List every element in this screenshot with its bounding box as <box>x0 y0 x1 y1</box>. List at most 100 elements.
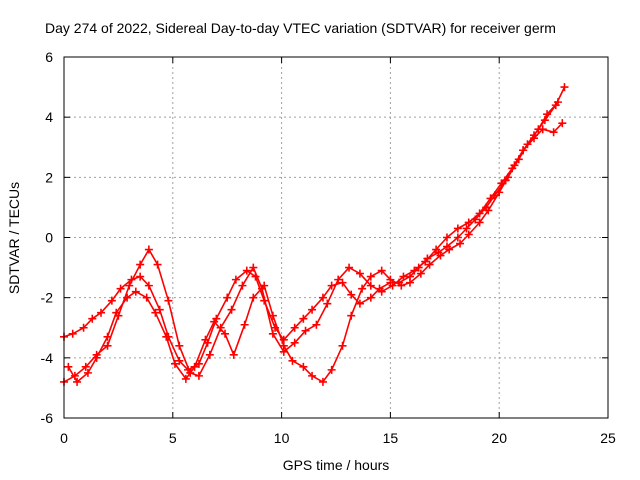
data-point-track-3-37 <box>425 260 434 269</box>
data-point-track-1-17 <box>238 281 247 290</box>
data-point-track-2-6 <box>116 284 125 293</box>
data-point-track-3-31 <box>366 272 375 281</box>
data-point-track-3-18 <box>240 320 249 329</box>
axis-ticks: 0 5 10 15 20 25 -6 -4 -2 0 2 4 6 <box>41 49 616 446</box>
data-point-track-2-26 <box>308 305 317 314</box>
chart-title: Day 274 of 2022, Sidereal Day-to-day VTE… <box>45 20 556 36</box>
data-point-track-3-9 <box>151 308 160 317</box>
y-tick-label-0: -6 <box>41 410 54 426</box>
data-point-track-2-37 <box>414 263 423 272</box>
data-point-track-2-20 <box>251 272 260 281</box>
data-point-track-2-8 <box>136 272 145 281</box>
data-point-track-3-26 <box>318 377 327 386</box>
data-point-track-2-52 <box>558 119 567 128</box>
data-point-track-3-30 <box>358 284 367 293</box>
data-point-track-2-2 <box>79 323 88 332</box>
data-point-track-2-12 <box>175 356 184 365</box>
series-line-track-1 <box>63 86 566 383</box>
x-tick-label-2: 10 <box>274 430 290 446</box>
data-point-track-3-1 <box>73 377 82 386</box>
data-point-track-1-8 <box>144 245 153 254</box>
data-point-track-3-2 <box>83 368 92 377</box>
data-point-track-3-46 <box>514 155 523 164</box>
data-point-track-1-18 <box>249 263 258 272</box>
data-point-track-3-45 <box>503 173 512 182</box>
series-track-3 <box>64 98 562 386</box>
data-point-track-1-28 <box>355 269 364 278</box>
data-point-track-3-34 <box>397 281 406 290</box>
y-tick-label-1: -4 <box>41 350 54 366</box>
data-point-track-3-33 <box>386 275 395 284</box>
data-point-track-2-33 <box>375 284 384 293</box>
y-axis-label: SDTVAR / TECUs <box>6 182 22 294</box>
data-point-track-2-32 <box>366 293 375 302</box>
y-tick-label-2: -2 <box>41 290 54 306</box>
data-point-track-1-25 <box>323 299 332 308</box>
data-point-track-1-37 <box>453 224 462 233</box>
data-point-track-3-12 <box>181 374 190 383</box>
data-point-track-3-17 <box>229 350 238 359</box>
data-point-track-1-2 <box>81 362 90 371</box>
data-point-track-3-14 <box>201 335 210 344</box>
x-tick-label-0: 0 <box>60 430 68 446</box>
data-point-track-3-11 <box>170 359 179 368</box>
data-point-track-2-31 <box>355 299 364 308</box>
data-point-track-2-19 <box>242 266 251 275</box>
data-point-track-3-0 <box>64 362 73 371</box>
data-point-track-2-29 <box>338 278 347 287</box>
x-tick-label-3: 15 <box>383 430 399 446</box>
data-point-track-3-3 <box>92 353 101 362</box>
data-point-track-1-13 <box>194 371 203 380</box>
series-track-2 <box>60 119 567 374</box>
data-point-track-3-7 <box>131 287 140 296</box>
data-point-track-1-26 <box>334 275 343 284</box>
data-point-track-3-27 <box>327 365 336 374</box>
data-point-track-2-13 <box>184 365 193 374</box>
data-point-track-3-19 <box>249 293 258 302</box>
data-point-track-2-42 <box>462 224 471 233</box>
data-point-track-3-25 <box>308 371 317 380</box>
data-point-track-3-23 <box>288 356 297 365</box>
data-point-track-3-42 <box>475 218 484 227</box>
data-point-track-2-17 <box>223 293 232 302</box>
y-tick-label-5: 4 <box>45 109 53 125</box>
data-point-track-3-40 <box>456 239 465 248</box>
data-point-track-2-1 <box>68 329 77 338</box>
y-tick-label-3: 0 <box>45 230 53 246</box>
x-tick-label-5: 25 <box>600 430 616 446</box>
data-point-track-2-4 <box>96 308 105 317</box>
data-point-track-3-24 <box>299 362 308 371</box>
x-tick-label-4: 20 <box>491 430 507 446</box>
data-point-track-2-3 <box>88 314 97 323</box>
data-point-track-1-15 <box>216 323 225 332</box>
data-point-track-1-7 <box>136 260 145 269</box>
x-tick-label-1: 5 <box>169 430 177 446</box>
data-point-track-2-21 <box>260 296 269 305</box>
data-point-track-3-16 <box>221 329 230 338</box>
data-point-track-1-24 <box>312 320 321 329</box>
data-point-track-3-36 <box>416 269 425 278</box>
data-point-track-2-24 <box>290 323 299 332</box>
data-point-track-1-14 <box>205 350 214 359</box>
data-point-track-1-39 <box>475 209 484 218</box>
data-series-layer <box>60 83 569 386</box>
series-track-1 <box>60 83 569 386</box>
data-point-track-2-51 <box>549 128 558 137</box>
data-point-track-3-8 <box>142 293 151 302</box>
data-point-track-2-30 <box>347 290 356 299</box>
data-point-track-2-7 <box>127 275 136 284</box>
data-point-track-2-28 <box>327 281 336 290</box>
data-point-track-3-35 <box>405 278 414 287</box>
data-point-track-3-44 <box>495 188 504 197</box>
data-point-track-1-36 <box>442 233 451 242</box>
data-point-track-3-48 <box>534 125 543 134</box>
data-point-track-3-50 <box>553 98 562 107</box>
data-point-track-1-9 <box>153 260 162 269</box>
data-point-track-3-29 <box>347 311 356 320</box>
data-point-track-3-28 <box>338 341 347 350</box>
data-point-track-3-39 <box>445 245 454 254</box>
data-point-track-3-20 <box>260 281 269 290</box>
data-point-track-2-9 <box>144 281 153 290</box>
data-point-track-1-23 <box>301 326 310 335</box>
